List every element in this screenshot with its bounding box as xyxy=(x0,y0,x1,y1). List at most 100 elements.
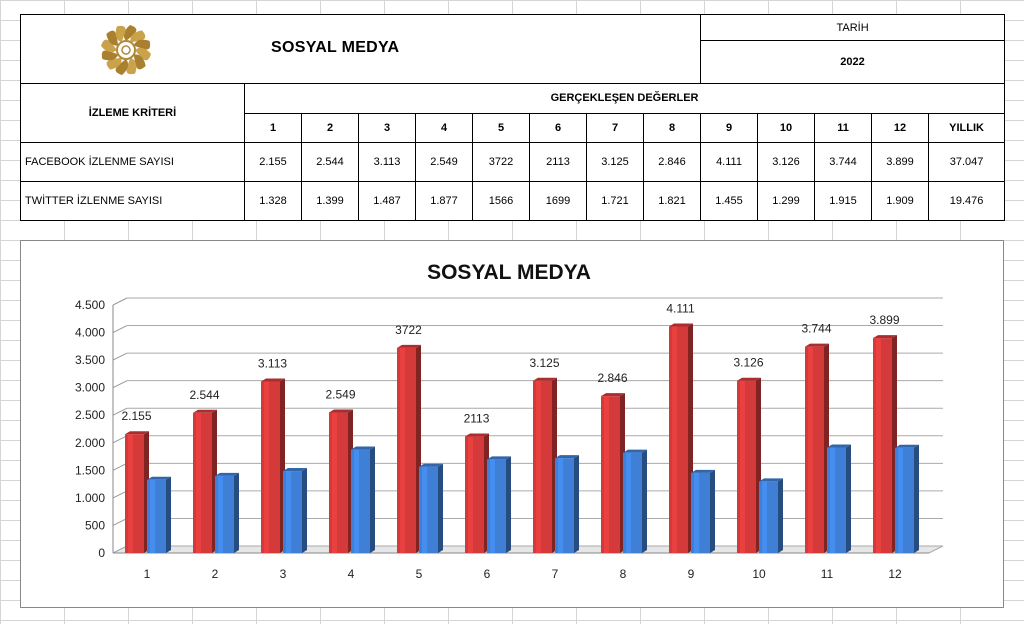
y-tick-label: 4.000 xyxy=(75,326,105,340)
table-row: TWİTTER İZLENME SAYISI 1.328 1.399 1.487 1.… xyxy=(20,181,1006,221)
column-header: 6 xyxy=(529,112,587,143)
data-label: 3.125 xyxy=(529,356,559,370)
x-tick-label: 4 xyxy=(348,567,355,581)
table-cell: 1566 xyxy=(472,181,530,221)
x-tick-label: 5 xyxy=(416,567,423,581)
table-cell: 37.047 xyxy=(928,142,1006,182)
bar-series-1 xyxy=(737,377,761,553)
column-header: 10 xyxy=(757,112,816,143)
table-cell: 2.544 xyxy=(301,142,359,182)
table-cell: 3.126 xyxy=(757,142,816,182)
bar-series-2 xyxy=(147,476,171,553)
table-cell: 1.487 xyxy=(358,181,416,221)
table-cell: 1.909 xyxy=(871,181,930,221)
gridline-diag xyxy=(112,490,128,499)
x-tick-label: 10 xyxy=(752,567,766,581)
column-header-row: 1 2 3 4 5 6 7 8 9 10 11 12 YILLIK xyxy=(21,112,1006,143)
table-cell: 1.328 xyxy=(244,181,302,221)
gridline-diag xyxy=(112,462,128,471)
bar-series-2 xyxy=(487,456,511,553)
y-tick-label: 4.500 xyxy=(75,298,105,312)
y-tick-label: 1.000 xyxy=(75,491,105,505)
table-cell: 1699 xyxy=(529,181,587,221)
gridline-diag xyxy=(112,325,128,334)
table-cell: 1.455 xyxy=(700,181,759,221)
x-tick-label: 2 xyxy=(212,567,219,581)
table-cell: 1.915 xyxy=(814,181,873,221)
bar-series-2 xyxy=(759,478,783,553)
chart-title: SOSYAL MEDYA xyxy=(427,261,591,284)
gridline-diag xyxy=(112,297,128,306)
column-header: 4 xyxy=(415,112,473,143)
row-label: TWİTTER İZLENME SAYISI xyxy=(20,181,245,221)
table-cell: 1.821 xyxy=(642,181,702,221)
y-tick-label: 0 xyxy=(98,546,105,560)
column-header: 3 xyxy=(358,112,416,143)
x-tick-label: 6 xyxy=(484,567,491,581)
data-label: 3.744 xyxy=(801,322,831,336)
data-label: 2.544 xyxy=(189,388,219,402)
gridline-diag xyxy=(112,380,128,389)
table-cell: 19.476 xyxy=(928,181,1006,221)
column-header: 2 xyxy=(301,112,359,143)
table-cell: 2.846 xyxy=(642,142,702,182)
column-header: 7 xyxy=(586,112,644,143)
gridline-diag xyxy=(112,352,128,361)
logo-icon xyxy=(95,23,157,77)
y-tick-label: 3.500 xyxy=(75,353,105,367)
y-tick-label: 500 xyxy=(85,518,105,532)
column-header: 11 xyxy=(814,112,873,143)
x-tick-label: 11 xyxy=(821,567,834,581)
data-label: 3.126 xyxy=(733,356,763,370)
table-cell: 3.125 xyxy=(586,142,644,182)
bar-series-1 xyxy=(329,409,353,553)
table-cell: 3.744 xyxy=(814,142,873,182)
x-tick-label: 3 xyxy=(280,567,287,581)
chart-container: SOSYAL MEDYA 0 500 1.000 1.500 2.000 2.500 3.0… xyxy=(20,240,1004,608)
data-label: 3.113 xyxy=(258,356,287,370)
column-header: 9 xyxy=(700,112,759,143)
date-label: TARİH xyxy=(700,13,1006,42)
column-header: 5 xyxy=(472,112,530,143)
gridline-diag xyxy=(112,517,128,526)
data-label: 2.549 xyxy=(325,388,355,402)
column-header: 1 xyxy=(244,112,302,143)
y-tick-label: 1.500 xyxy=(75,463,105,477)
sheet-title: SOSYAL MEDYA xyxy=(271,39,400,56)
data-label: 3722 xyxy=(395,323,422,337)
y-tick-label: 2.000 xyxy=(75,436,105,450)
bar-series-2 xyxy=(691,469,715,553)
x-tick-label: 1 xyxy=(144,567,151,581)
report-table: SOSYAL MEDYA TARİH 2022 İZLEME KRİTERİ G… xyxy=(19,13,1006,221)
bar-series-1 xyxy=(465,433,489,553)
bar-series-2 xyxy=(419,463,443,553)
gridline-diag xyxy=(112,435,128,444)
criteria-header: İZLEME KRİTERİ xyxy=(20,83,245,143)
x-tick-label: 12 xyxy=(888,567,902,581)
bar-series-2 xyxy=(555,455,579,553)
data-label: 2113 xyxy=(464,412,490,426)
values-header: GERÇEKLEŞEN DEĞERLER xyxy=(243,83,1006,114)
bar-chart: SOSYAL MEDYA 0 500 1.000 1.500 2.000 2.500 3.0… xyxy=(75,261,944,581)
y-tick-label: 3.000 xyxy=(75,381,105,395)
x-tick-label: 8 xyxy=(620,567,627,581)
bar-series-1 xyxy=(669,323,693,553)
table-cell: 2.549 xyxy=(415,142,473,182)
bar-series-1 xyxy=(397,344,421,553)
data-label: 3.899 xyxy=(869,313,899,327)
bar-series-1 xyxy=(261,378,285,553)
y-tick-label: 2.500 xyxy=(75,408,105,422)
column-header: YILLIK xyxy=(928,112,1006,143)
table-cell: 4.111 xyxy=(700,142,759,182)
bar-series-2 xyxy=(827,444,851,553)
bar-series-2 xyxy=(623,449,647,553)
table-cell: 3.899 xyxy=(871,142,930,182)
table-cell: 1.721 xyxy=(586,181,644,221)
bar-series-1 xyxy=(873,335,897,553)
bar-series-1 xyxy=(125,431,149,553)
data-label: 2.155 xyxy=(121,409,151,423)
bar-series-2 xyxy=(215,472,239,553)
table-cell: 3722 xyxy=(472,142,530,182)
bar-series-2 xyxy=(895,444,919,553)
table-cell: 2113 xyxy=(529,142,587,182)
